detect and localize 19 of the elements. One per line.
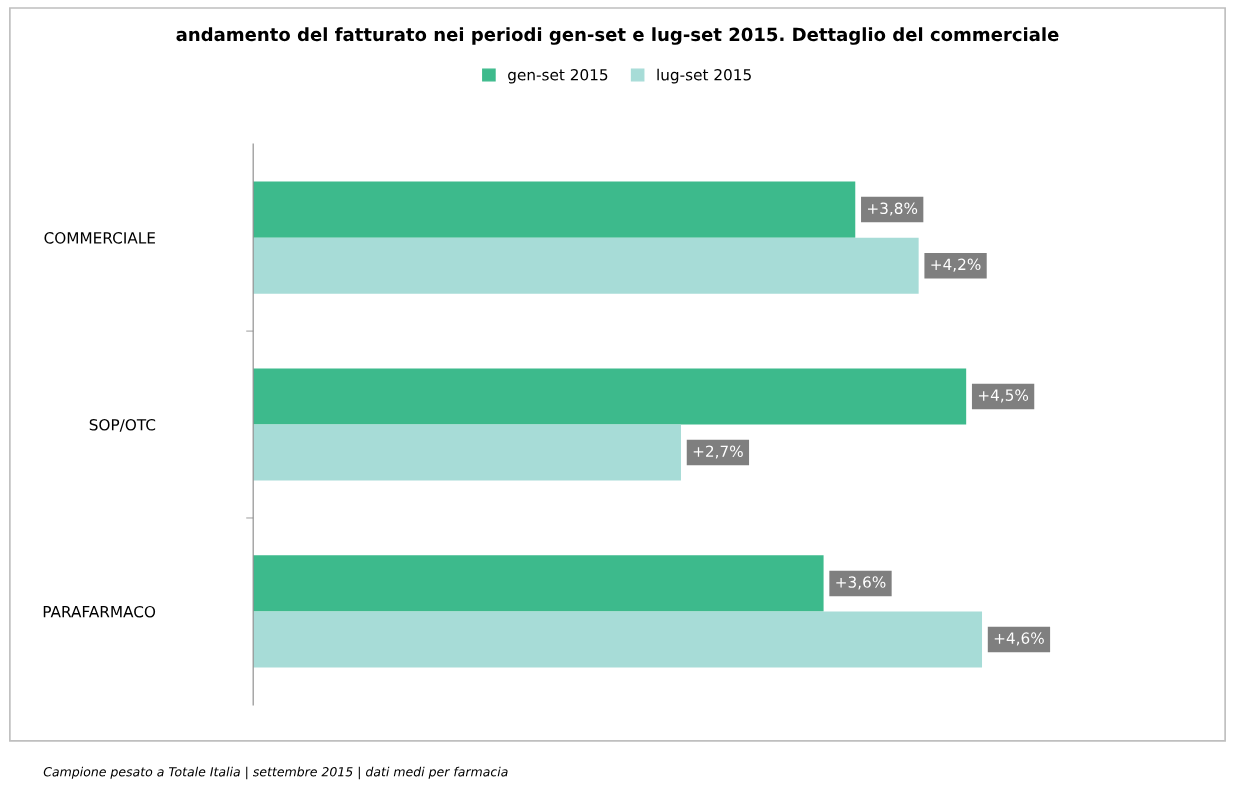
bar — [253, 611, 983, 668]
data-label: +4,2% — [931, 258, 981, 272]
legend-label: gen-set 2015 — [508, 68, 608, 84]
bar — [253, 181, 856, 238]
bar — [253, 368, 967, 425]
y-tick-label: PARAFARMACO — [43, 605, 156, 618]
y-tick-label: COMMERCIALE — [44, 232, 155, 244]
data-label: +3,6% — [836, 576, 886, 590]
bar — [253, 237, 919, 294]
data-label: +3,8% — [868, 202, 918, 216]
legend-label: lug-set 2015 — [657, 68, 751, 84]
bar — [253, 424, 681, 481]
data-label: +2,7% — [693, 445, 743, 459]
data-label: +4,5% — [978, 389, 1029, 403]
data-label: +4,6% — [994, 632, 1044, 646]
chart-title: andamento del fatturato nei periodi gen-set e lug-set 2015. Dettaglio del commerciale — [176, 27, 1059, 45]
text: Campione pesato a Totale Italia | settembre 2015 | dati medi per farmacia — [43, 766, 508, 780]
y-tick-label: SOP/OTC — [89, 419, 156, 432]
bar — [253, 555, 824, 612]
